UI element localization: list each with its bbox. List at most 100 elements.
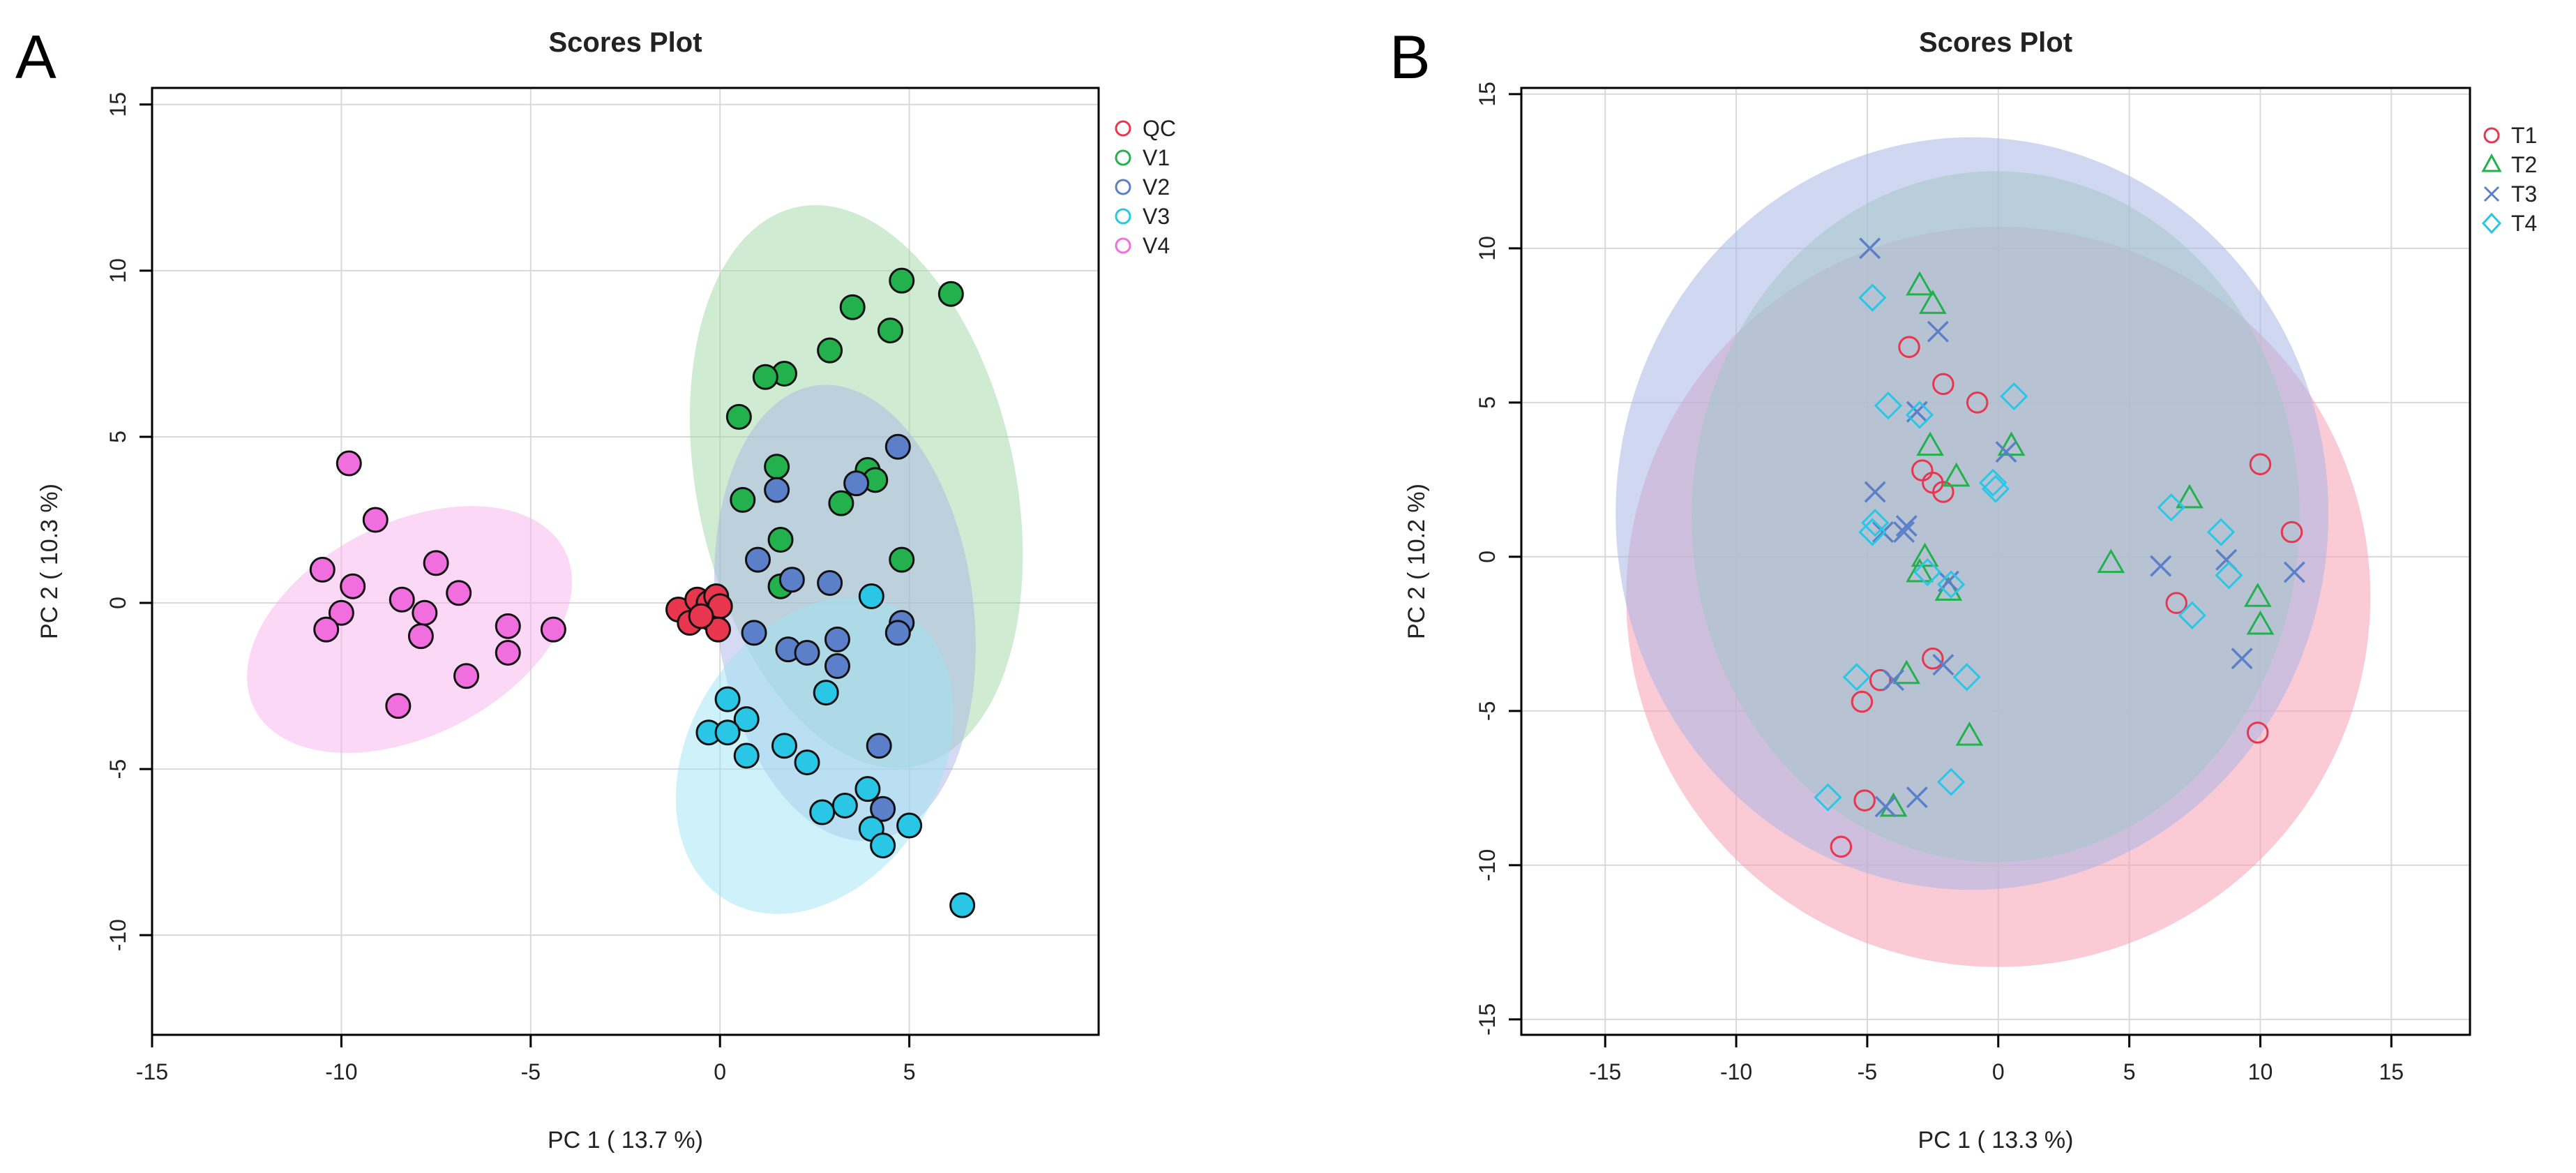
data-point-v2 <box>764 477 790 503</box>
data-point-t2 <box>1918 290 1947 314</box>
plot-area <box>247 205 1023 918</box>
y-tick-label: 5 <box>1475 396 1500 409</box>
plot-border <box>1520 87 2471 1036</box>
data-point-t1 <box>1922 647 1944 670</box>
data-point-v4 <box>495 613 521 639</box>
legend-marker-v1 <box>1115 149 1131 166</box>
data-point-t4 <box>2157 493 2185 522</box>
y-tick-label: -10 <box>105 919 130 951</box>
data-point-t1 <box>1853 789 1876 812</box>
data-point-t3 <box>1927 320 1949 343</box>
data-point-v1 <box>730 486 756 513</box>
data-point-qc <box>705 616 731 643</box>
data-point-t2 <box>2176 484 2204 509</box>
data-point-t4 <box>1858 518 1887 546</box>
data-point-t4 <box>1913 558 1942 587</box>
data-point-t3 <box>1864 481 1886 503</box>
data-point-t1 <box>1966 391 1989 414</box>
x-tick-label: 5 <box>2123 1059 2136 1084</box>
data-point-t2 <box>2097 548 2125 574</box>
data-point-v2 <box>866 733 892 759</box>
data-point-v1 <box>725 403 752 430</box>
scores-plot-b: -15 -10 -5 0 5 10 15 -15 -10 -5 0 5 10 15 Scores Plot P… <box>1403 27 2537 1153</box>
data-point-v2 <box>794 639 820 666</box>
x-axis-label: PC 1 ( 13.7 %) <box>548 1127 703 1153</box>
data-point-t4 <box>1905 401 1934 429</box>
legend-label-v2: V2 <box>1143 174 1170 200</box>
data-point-t1 <box>2165 592 2187 614</box>
data-point-qc <box>688 603 714 629</box>
data-point-t4 <box>1937 570 1966 599</box>
data-point-t4 <box>1952 663 1981 692</box>
data-point-v1 <box>889 267 915 294</box>
data-point-t1 <box>2280 521 2303 544</box>
y-tick-label: -5 <box>1475 701 1500 721</box>
legend-label-v3: V3 <box>1143 204 1170 229</box>
legend-marker-t3 <box>2483 186 2500 202</box>
y-tick-label: 15 <box>105 92 130 117</box>
data-point-v1 <box>817 337 843 364</box>
legend-marker-t1 <box>2483 127 2500 144</box>
plot-border <box>151 87 1100 1036</box>
data-point-v2 <box>817 569 843 596</box>
data-point-t4 <box>1858 283 1887 312</box>
data-point-t1 <box>1851 690 1874 713</box>
data-point-v4 <box>407 623 434 650</box>
data-point-t3 <box>1874 795 1897 818</box>
data-point-v4 <box>446 580 472 606</box>
data-point-v2 <box>884 433 911 460</box>
data-point-v2 <box>843 470 870 497</box>
data-point-t2 <box>1906 271 1934 296</box>
data-point-v2 <box>870 795 896 822</box>
x-tick-label: -10 <box>325 1059 357 1084</box>
data-point-t3 <box>1871 521 1894 543</box>
legend-marker-qc <box>1115 120 1131 137</box>
x-tick-label: 5 <box>903 1059 916 1084</box>
legend-marker-t2 <box>2481 153 2502 172</box>
data-point-v4 <box>328 599 354 626</box>
data-point-v4 <box>540 616 566 643</box>
chart-title: Scores Plot <box>1919 27 2072 58</box>
y-tick-label: 0 <box>1475 551 1500 563</box>
data-point-v1 <box>828 490 854 516</box>
data-point-v2 <box>744 546 771 573</box>
data-point-v3 <box>733 742 760 769</box>
data-point-v2 <box>741 620 767 646</box>
data-point-v3 <box>858 583 884 609</box>
data-point-t4 <box>1842 663 1871 692</box>
data-point-v1 <box>752 364 778 390</box>
data-point-t3 <box>1995 441 2017 463</box>
y-tick-label: -15 <box>1475 1003 1500 1036</box>
data-point-v1 <box>937 281 964 307</box>
data-point-v3 <box>771 733 797 759</box>
x-tick-label: 0 <box>714 1059 726 1084</box>
data-point-t2 <box>1997 431 2026 456</box>
y-tick-label: 15 <box>1475 82 1500 107</box>
x-tick-label: -15 <box>136 1059 168 1084</box>
y-tick-label: -5 <box>105 759 130 779</box>
data-point-t4 <box>1874 391 1903 420</box>
data-point-t3 <box>2283 561 2305 583</box>
data-point-t2 <box>1955 721 1984 746</box>
data-point-v4 <box>309 556 336 583</box>
data-point-v4 <box>336 450 362 477</box>
data-point-t4 <box>1937 768 1966 796</box>
data-point-v1 <box>877 317 903 344</box>
x-tick-label: -10 <box>1720 1059 1752 1084</box>
chart-title: Scores Plot <box>548 27 702 58</box>
data-point-t4 <box>1814 783 1842 812</box>
data-point-t1 <box>2246 722 2269 744</box>
x-tick-label: -5 <box>1858 1059 1877 1084</box>
data-point-t4 <box>2215 561 2243 590</box>
legend-marker-v3 <box>1115 208 1131 225</box>
data-point-v4 <box>340 573 366 599</box>
x-tick-label: 15 <box>2379 1059 2404 1084</box>
legend-marker-v2 <box>1115 179 1131 195</box>
data-point-t3 <box>1882 669 1904 692</box>
legend-label-t1: T1 <box>2511 123 2537 148</box>
data-point-t3 <box>2231 648 2253 670</box>
data-point-v3 <box>854 776 881 802</box>
y-tick-label: 0 <box>105 597 130 609</box>
legend-label-v4: V4 <box>1143 233 1170 258</box>
